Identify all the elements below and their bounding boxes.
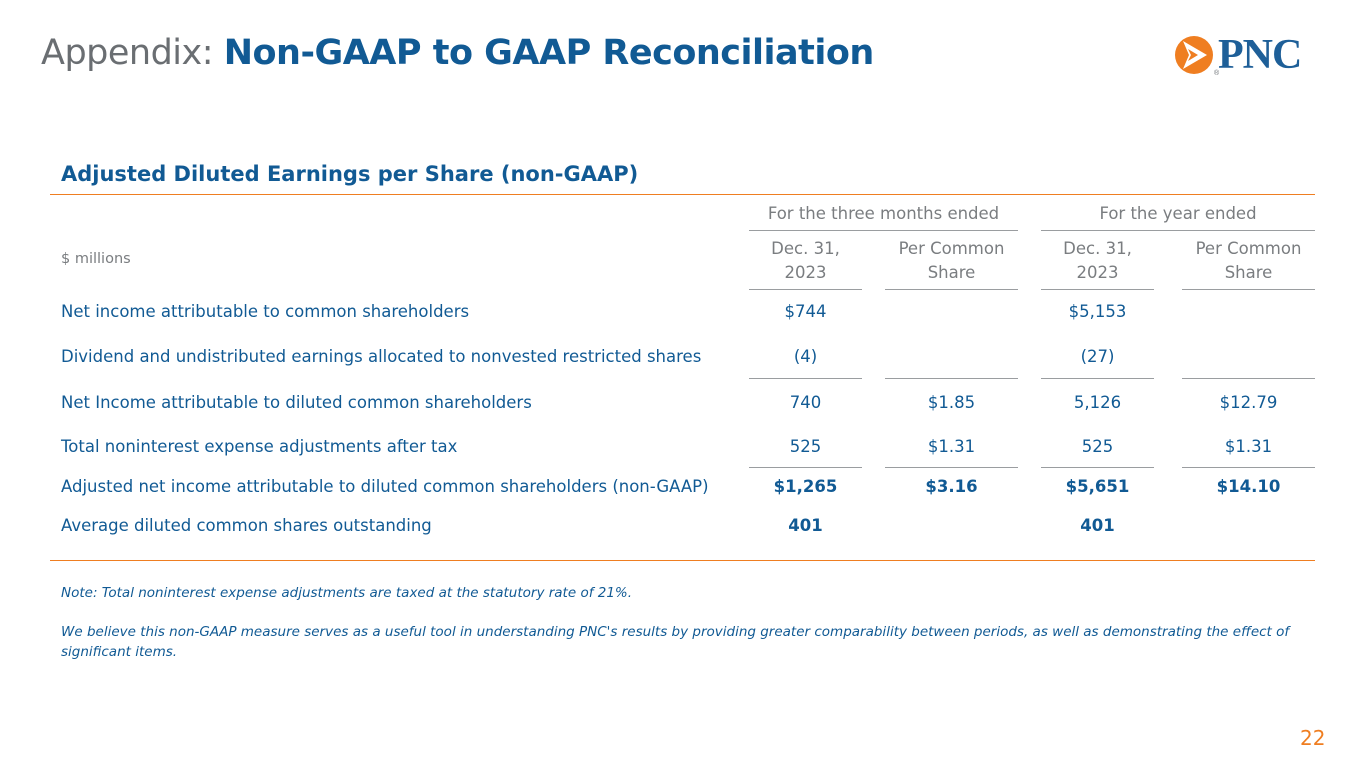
col-rule [1041, 289, 1154, 290]
col-header-line2: Share [1224, 263, 1273, 282]
units-label: $ millions [61, 251, 131, 267]
row-label: Average diluted common shares outstandin… [61, 516, 432, 535]
col-header-q-value: Dec. 31, 2023 [749, 237, 862, 285]
col-header-line2: 2023 [1076, 263, 1119, 282]
page-number: 22 [1300, 726, 1326, 750]
cell-y-value: 401 [1080, 516, 1115, 535]
col-rule [749, 289, 862, 290]
cell-q-value: $1,265 [773, 477, 838, 496]
group-rule-year [1041, 230, 1315, 231]
footnote-tax: Note: Total noninterest expense adjustme… [61, 585, 633, 601]
group-header-three-months: For the three months ended [767, 204, 1000, 223]
pnc-logo: PNC [1174, 32, 1330, 78]
row-label: Total noninterest expense adjustments af… [61, 437, 458, 456]
subtotal-rule [1041, 378, 1154, 379]
section-title: Adjusted Diluted Earnings per Share (non… [61, 162, 639, 186]
table-bottom-rule [50, 560, 1315, 561]
col-header-line1: Dec. 31, [1063, 239, 1132, 258]
cell-q-per-share: $1.85 [927, 393, 976, 412]
footnote-non-gaap: We believe this non-GAAP measure serves … [61, 624, 1290, 660]
page-title-main: Non-GAAP to GAAP Reconciliation [223, 33, 875, 73]
total-rule [885, 467, 1018, 468]
col-header-line2: 2023 [784, 263, 827, 282]
cell-y-value: 525 [1081, 437, 1114, 456]
subtotal-rule [1182, 378, 1315, 379]
col-header-q-per-share: Per Common Share [885, 237, 1018, 285]
cell-y-value: 5,126 [1073, 393, 1122, 412]
row-label: Net income attributable to common shareh… [61, 302, 470, 321]
cell-y-value: $5,651 [1065, 477, 1130, 496]
cell-q-value: 525 [789, 437, 822, 456]
cell-q-value: $744 [784, 302, 827, 321]
col-header-line1: Dec. 31, [771, 239, 840, 258]
col-header-line1: Per Common [898, 239, 1005, 258]
row-label: Adjusted net income attributable to dilu… [61, 477, 709, 496]
row-label: Dividend and undistributed earnings allo… [61, 347, 702, 366]
subtotal-rule [885, 378, 1018, 379]
col-rule [885, 289, 1018, 290]
subtotal-rule [749, 378, 862, 379]
section-top-rule [50, 194, 1315, 195]
logo-wordmark: PNC [1218, 32, 1302, 78]
col-header-y-value: Dec. 31, 2023 [1041, 237, 1154, 285]
col-header-line2: Share [927, 263, 976, 282]
cell-q-value: 740 [789, 393, 822, 412]
total-rule [749, 467, 862, 468]
page-title-prefix: Appendix: [41, 33, 214, 73]
cell-y-per-share: $1.31 [1224, 437, 1273, 456]
cell-y-per-share: $14.10 [1216, 477, 1281, 496]
cell-q-value: 401 [788, 516, 823, 535]
row-label: Net Income attributable to diluted commo… [61, 393, 532, 412]
pnc-triangle-icon [1175, 36, 1213, 74]
cell-q-value: (4) [793, 347, 818, 366]
logo-registered-mark: ® [1214, 70, 1220, 77]
col-rule [1182, 289, 1315, 290]
col-header-y-per-share: Per Common Share [1182, 237, 1315, 285]
total-rule [1041, 467, 1154, 468]
col-header-line1: Per Common [1195, 239, 1302, 258]
group-header-year: For the year ended [1099, 204, 1257, 223]
page-title: Appendix: Non-GAAP to GAAP Reconciliatio… [41, 33, 874, 73]
total-rule [1182, 467, 1315, 468]
group-rule-three-months [749, 230, 1018, 231]
cell-y-value: $5,153 [1068, 302, 1127, 321]
cell-y-per-share: $12.79 [1219, 393, 1278, 412]
cell-y-value: (27) [1080, 347, 1115, 366]
cell-q-per-share: $3.16 [925, 477, 978, 496]
cell-q-per-share: $1.31 [927, 437, 976, 456]
